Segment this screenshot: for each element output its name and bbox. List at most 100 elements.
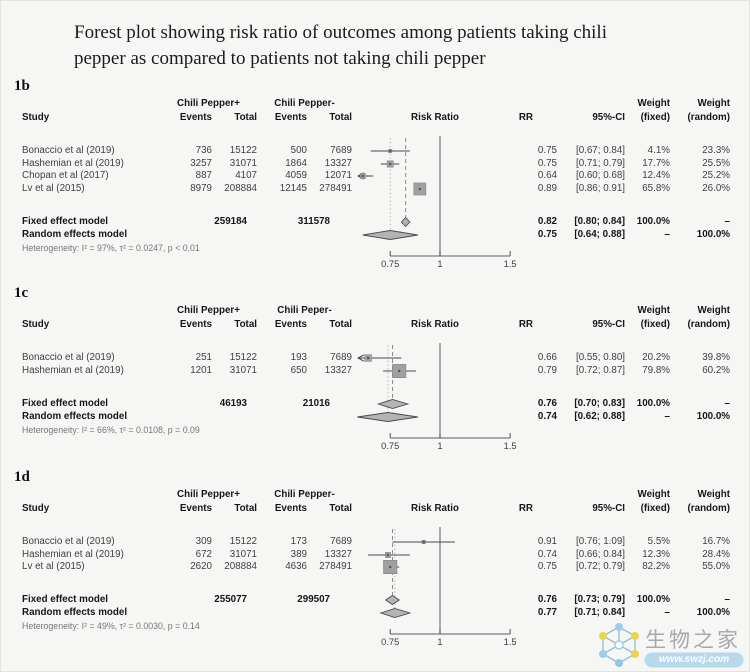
risk-ratio-header: Risk Ratio bbox=[411, 503, 459, 514]
fixed-total-control: 311578 bbox=[297, 216, 330, 227]
total-exposed: 4107 bbox=[235, 170, 257, 181]
weight-random: 100.0% bbox=[696, 411, 730, 422]
events-header: Events bbox=[274, 112, 307, 123]
events-header: Events bbox=[179, 112, 212, 123]
svg-text:1: 1 bbox=[437, 441, 442, 451]
svg-text:1: 1 bbox=[437, 637, 442, 647]
group-header-control: Chili Pepper- bbox=[274, 98, 335, 109]
weight-header: Weight bbox=[637, 305, 670, 316]
rr-value: 0.75 bbox=[537, 229, 557, 240]
events-control: 1864 bbox=[285, 158, 307, 169]
random-effects-row: Random effects model 0.77 [0.71; 0.84] –… bbox=[0, 607, 750, 619]
events-control: 4636 bbox=[285, 561, 307, 572]
weight-random: 23.3% bbox=[702, 145, 730, 156]
weight-random: 39.8% bbox=[702, 352, 730, 363]
rr-header: RR bbox=[518, 112, 533, 123]
ci-value: [0.71; 0.84] bbox=[574, 607, 625, 618]
rr-value: 0.74 bbox=[537, 549, 557, 560]
total-control: 278491 bbox=[319, 561, 352, 572]
events-exposed: 887 bbox=[195, 170, 212, 181]
rr-header: RR bbox=[518, 503, 533, 514]
column-header-row: Study Events Total Events Total Risk Rat… bbox=[0, 503, 750, 515]
fixed-effect-row: Fixed effect model 259184 311578 0.82 [0… bbox=[0, 216, 750, 228]
study-row: Hashemian et al (2019) 3257 31071 1864 1… bbox=[0, 158, 750, 170]
total-header: Total bbox=[329, 319, 352, 330]
ci-value: [0.70; 0.83] bbox=[574, 398, 625, 409]
rr-value: 0.82 bbox=[537, 216, 557, 227]
ci-value: [0.67; 0.84] bbox=[575, 145, 625, 156]
ci-value: [0.80; 0.84] bbox=[574, 216, 625, 227]
events-control: 389 bbox=[290, 549, 307, 560]
weight-random-header: (random) bbox=[687, 112, 730, 123]
forest-panel-1c: 1c Chili Pepper+ Chili Peper- Weight Wei… bbox=[0, 283, 750, 461]
watermark-url: www.swzj.com bbox=[644, 652, 744, 668]
total-control: 278491 bbox=[319, 183, 352, 194]
weight-random: 25.2% bbox=[702, 170, 730, 181]
figure-title: Forest plot showing risk ratio of outcom… bbox=[74, 20, 734, 72]
study-row: Bonaccio et al (2019) 736 15122 500 7689… bbox=[0, 145, 750, 157]
weight-random: – bbox=[724, 216, 730, 227]
events-header: Events bbox=[179, 319, 212, 330]
study-row: Chopan et al (2017) 887 4107 4059 12071 … bbox=[0, 170, 750, 182]
fixed-effect-row: Fixed effect model 46193 21016 0.76 [0.7… bbox=[0, 398, 750, 410]
weight-fixed-header: (fixed) bbox=[640, 319, 670, 330]
study-row: Hashemian et al (2019) 672 31071 389 133… bbox=[0, 549, 750, 561]
svg-text:0.75: 0.75 bbox=[381, 637, 399, 647]
figure-title-line1: Forest plot showing risk ratio of outcom… bbox=[74, 22, 607, 43]
weight-fixed: 4.1% bbox=[647, 145, 670, 156]
study-header: Study bbox=[22, 503, 50, 514]
random-effects-row: Random effects model 0.75 [0.64; 0.88] –… bbox=[0, 229, 750, 241]
weight-fixed: 12.3% bbox=[642, 549, 670, 560]
study-name: Hashemian et al (2019) bbox=[22, 549, 124, 560]
weight-fixed: 12.4% bbox=[642, 170, 670, 181]
total-header: Total bbox=[329, 503, 352, 514]
total-control: 13327 bbox=[324, 365, 352, 376]
study-row: Bonaccio et al (2019) 309 15122 173 7689… bbox=[0, 536, 750, 548]
events-exposed: 736 bbox=[195, 145, 212, 156]
heterogeneity-note: Heterogeneity: I² = 49%, τ² = 0.0030, p … bbox=[22, 621, 200, 631]
weight-fixed: 79.8% bbox=[642, 365, 670, 376]
weight-header: Weight bbox=[697, 98, 730, 109]
random-effects-label: Random effects model bbox=[22, 229, 128, 240]
ci-value: [0.62; 0.88] bbox=[574, 411, 625, 422]
total-control: 13327 bbox=[324, 158, 352, 169]
rr-header: RR bbox=[518, 319, 533, 330]
study-header: Study bbox=[22, 112, 50, 123]
weight-random: 16.7% bbox=[702, 536, 730, 547]
weight-fixed: 65.8% bbox=[642, 183, 670, 194]
weight-header: Weight bbox=[697, 305, 730, 316]
study-row: Hashemian et al (2019) 1201 31071 650 13… bbox=[0, 365, 750, 377]
weight-fixed: 17.7% bbox=[642, 158, 670, 169]
rr-value: 0.64 bbox=[537, 170, 557, 181]
study-row: Lv et al (2015) 8979 208884 12145 278491… bbox=[0, 183, 750, 195]
events-exposed: 8979 bbox=[190, 183, 212, 194]
fixed-effect-label: Fixed effect model bbox=[22, 594, 109, 605]
study-row: Bonaccio et al (2019) 251 15122 193 7689… bbox=[0, 352, 750, 364]
rr-value: 0.76 bbox=[537, 398, 557, 409]
weight-fixed: 100.0% bbox=[636, 594, 670, 605]
total-exposed: 208884 bbox=[224, 183, 257, 194]
fixed-effect-label: Fixed effect model bbox=[22, 216, 109, 227]
watermark: 生物之家 www.swzj.com bbox=[596, 620, 750, 672]
events-control: 173 bbox=[290, 536, 307, 547]
weight-random: 55.0% bbox=[702, 561, 730, 572]
total-header: Total bbox=[329, 112, 352, 123]
events-control: 193 bbox=[290, 352, 307, 363]
weight-random: 25.5% bbox=[702, 158, 730, 169]
group-header-row: Chili Pepper+ Chili Pepper- Weight Weigh… bbox=[0, 489, 750, 501]
group-header-control: Chili Peper- bbox=[277, 305, 332, 316]
column-header-row: Study Events Total Events Total Risk Rat… bbox=[0, 319, 750, 331]
ci-value: [0.72; 0.87] bbox=[575, 365, 625, 376]
total-header: Total bbox=[234, 503, 257, 514]
ci-header: 95%-CI bbox=[592, 112, 625, 123]
weight-fixed: – bbox=[664, 607, 670, 618]
risk-ratio-header: Risk Ratio bbox=[411, 319, 459, 330]
ci-value: [0.73; 0.79] bbox=[574, 594, 625, 605]
events-control: 12145 bbox=[279, 183, 307, 194]
fixed-total-exposed: 255077 bbox=[214, 594, 247, 605]
total-control: 13327 bbox=[324, 549, 352, 560]
group-header-exposed: Chili Pepper+ bbox=[177, 489, 240, 500]
watermark-site-name: 生物之家 bbox=[645, 628, 741, 652]
fixed-total-control: 299507 bbox=[297, 594, 330, 605]
total-exposed: 31071 bbox=[229, 158, 257, 169]
